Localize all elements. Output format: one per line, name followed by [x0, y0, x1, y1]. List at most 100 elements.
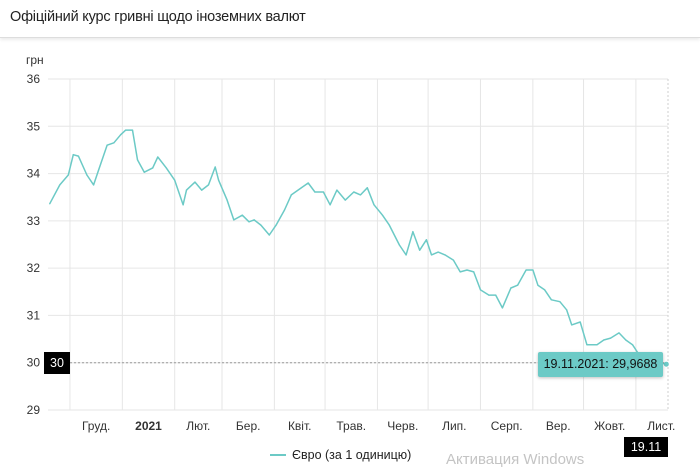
data-point [444, 254, 446, 256]
x-tick-label: Черв. [387, 419, 418, 433]
data-point [314, 191, 316, 193]
data-point [218, 179, 220, 181]
page-title: Офіційний курс гривні щодо іноземних вал… [10, 9, 306, 25]
x-tick-label: Лют. [186, 419, 210, 433]
data-point [174, 179, 176, 181]
data-point [419, 249, 421, 251]
data-point [268, 234, 270, 236]
data-point [586, 344, 588, 346]
data-point [532, 269, 534, 271]
data-point [93, 184, 95, 186]
data-point [353, 191, 355, 193]
y-tick-label: 36 [27, 72, 41, 86]
data-point [398, 244, 400, 246]
data-point [430, 254, 433, 256]
data-point [322, 191, 324, 193]
data-point [201, 189, 203, 191]
data-point [106, 144, 108, 146]
data-point [452, 259, 455, 261]
data-point [609, 337, 612, 339]
data-point [631, 344, 634, 346]
data-point [437, 251, 439, 253]
x-tick-label: Лип. [442, 419, 466, 433]
data-point [344, 199, 346, 201]
legend-item[interactable]: Євро (за 1 одиницю) [270, 448, 411, 462]
data-point [120, 134, 122, 136]
data-point [207, 184, 210, 186]
x-tick-label: Жовт. [594, 419, 625, 433]
data-point [275, 224, 277, 226]
data-point [405, 254, 407, 256]
x-tick-label: Груд. [82, 419, 110, 433]
crosshair-y-label: 30 [44, 352, 70, 374]
data-point [359, 194, 362, 196]
legend-line-icon [270, 454, 286, 456]
y-tick-label: 30 [27, 356, 41, 370]
legend-label: Євро (за 1 одиницю) [292, 448, 412, 462]
data-point [466, 269, 468, 271]
data-point [182, 204, 184, 206]
data-point [260, 224, 262, 226]
y-tick-label: 32 [27, 261, 41, 275]
data-point [510, 287, 512, 289]
data-point [165, 167, 167, 169]
data-point [131, 129, 134, 131]
data-point [98, 169, 100, 171]
data-point [152, 167, 154, 169]
data-point [113, 142, 115, 144]
header: Офіційний курс гривні щодо іноземних вал… [0, 0, 700, 38]
data-point [125, 129, 127, 131]
data-point [157, 156, 159, 158]
x-tick-label: 2021 [135, 419, 162, 433]
data-point [596, 344, 598, 346]
tooltip: 19.11.2021: 29,9688 [538, 352, 663, 377]
data-point [544, 289, 546, 291]
data-point [579, 321, 581, 323]
data-point [525, 269, 527, 271]
data-point [603, 339, 605, 341]
data-point [517, 284, 519, 286]
x-tick-label: Лист. [647, 419, 675, 433]
data-point [501, 307, 504, 309]
data-point [67, 174, 69, 176]
y-axis-unit: грн [26, 53, 44, 67]
data-point [194, 181, 196, 183]
data-point [388, 224, 390, 226]
data-point [459, 271, 461, 273]
data-point [537, 284, 539, 286]
data-point [566, 309, 568, 311]
crosshair-x-label: 19.11 [624, 437, 668, 457]
x-tick-label: Серп. [491, 419, 523, 433]
data-point [86, 174, 88, 176]
y-tick-label: 31 [27, 308, 41, 322]
data-point [77, 155, 80, 157]
x-tick-label: Квіт. [288, 419, 312, 433]
y-tick-label: 35 [27, 119, 41, 133]
data-point [366, 187, 368, 189]
x-tick-label: Трав. [336, 419, 366, 433]
data-point [214, 166, 216, 168]
data-point [329, 204, 331, 206]
y-tick-label: 29 [27, 403, 41, 417]
data-point [136, 159, 139, 161]
data-point [283, 209, 286, 211]
data-point [336, 189, 338, 191]
y-tick-label: 34 [27, 167, 41, 181]
data-point [241, 214, 243, 216]
data-point [381, 214, 384, 216]
data-point [49, 203, 51, 205]
data-point [233, 219, 235, 221]
x-tick-label: Вер. [546, 419, 571, 433]
data-point [425, 239, 428, 241]
data-point [59, 184, 61, 186]
data-point [571, 324, 573, 326]
data-point [248, 221, 250, 223]
data-point [495, 294, 497, 296]
data-point [185, 189, 188, 191]
data-point [618, 332, 620, 334]
data-point [559, 301, 561, 303]
windows-activation-watermark: Активация Windows [446, 451, 585, 468]
data-point [488, 294, 490, 296]
data-point [550, 299, 553, 301]
